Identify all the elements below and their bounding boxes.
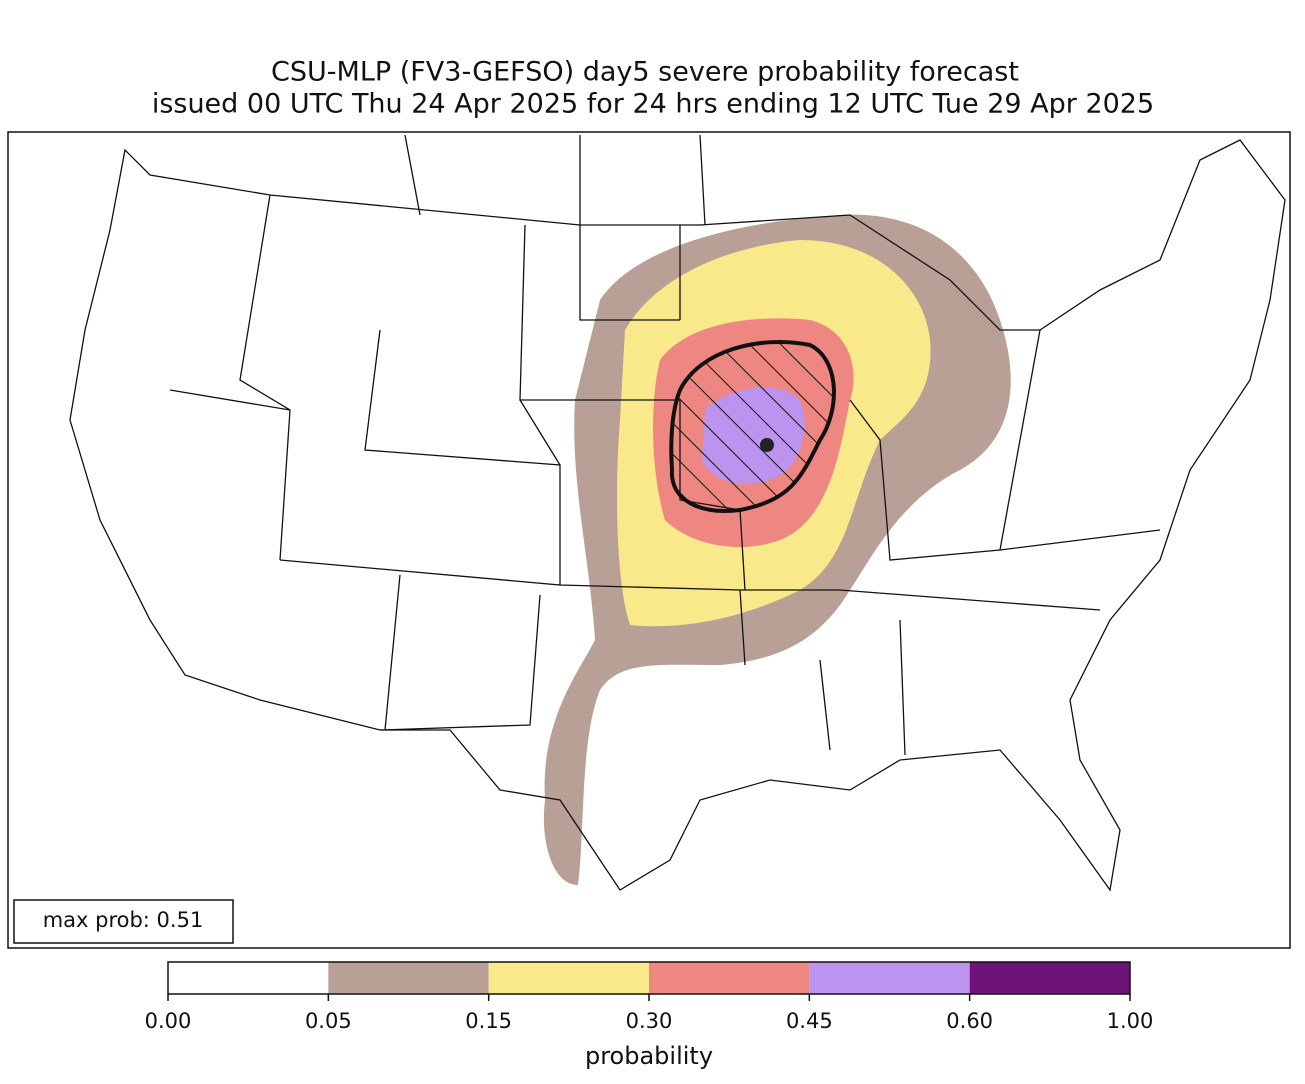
- colorbar-segment: [649, 962, 810, 994]
- state-lines: [169, 134, 1161, 756]
- title: CSU-MLP (FV3-GEFSO) day5 severe probabil…: [271, 57, 1019, 88]
- subtitle: issued 00 UTC Thu 24 Apr 2025 for 24 hrs…: [152, 89, 1154, 120]
- colorbar-tick-label: 0.30: [626, 1009, 673, 1033]
- colorbar-tick-label: 1.00: [1107, 1009, 1154, 1033]
- map-frame: [7, 131, 1291, 949]
- max-prob-label: max prob: 0.51: [43, 908, 204, 932]
- colorbar-segment: [969, 962, 1130, 994]
- colorbar-segment: [168, 962, 329, 994]
- max-point: [760, 438, 774, 452]
- colorbar-label: probability: [585, 1042, 713, 1070]
- hatched-area: [669, 340, 836, 513]
- max-prob-box: [13, 899, 234, 944]
- colorbar-tick-label: 0.45: [786, 1009, 833, 1033]
- colorbar: 0.00 0.05 0.15 0.30 0.45 0.60 1.00: [145, 961, 1154, 1033]
- colorbar-tick-label: 0.00: [145, 1009, 192, 1033]
- colorbar-segment: [328, 962, 489, 994]
- map: [69, 134, 1286, 892]
- colorbar-tick-label: 0.60: [946, 1009, 993, 1033]
- colorbar-segment: [809, 962, 970, 994]
- us-outline: [69, 139, 1286, 892]
- colorbar-tick-label: 0.15: [465, 1009, 512, 1033]
- colorbar-segment: [488, 962, 649, 994]
- colorbar-tick-label: 0.05: [305, 1009, 352, 1033]
